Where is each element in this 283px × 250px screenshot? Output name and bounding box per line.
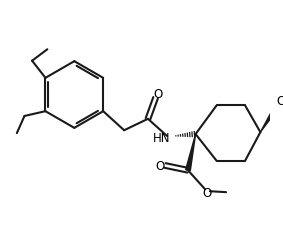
Text: O: O bbox=[277, 95, 283, 108]
Polygon shape bbox=[186, 134, 196, 171]
Polygon shape bbox=[260, 104, 280, 132]
Text: HN: HN bbox=[153, 132, 170, 145]
Text: O: O bbox=[202, 186, 212, 200]
Text: O: O bbox=[154, 88, 163, 102]
Text: O: O bbox=[156, 160, 165, 173]
